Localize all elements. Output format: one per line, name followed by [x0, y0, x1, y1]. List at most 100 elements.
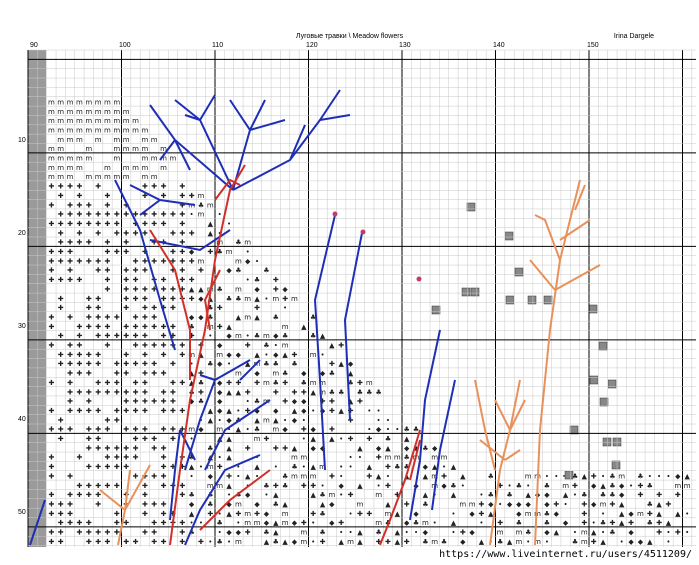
svg-text:✚: ✚ — [86, 370, 92, 378]
svg-text:✚: ✚ — [151, 360, 157, 368]
svg-text:•: • — [208, 538, 212, 546]
svg-text:m: m — [76, 164, 83, 172]
svg-text:✚: ✚ — [329, 398, 335, 406]
svg-text:m: m — [291, 295, 298, 303]
svg-text:•: • — [264, 351, 268, 359]
svg-text:✚: ✚ — [105, 220, 111, 228]
svg-text:✚: ✚ — [48, 248, 54, 256]
svg-text:♣: ♣ — [235, 239, 241, 247]
svg-text:✚: ✚ — [123, 388, 129, 396]
svg-text:✚: ✚ — [114, 332, 120, 340]
svg-text:•: • — [386, 472, 390, 480]
svg-text:✚: ✚ — [114, 519, 120, 527]
svg-text:◆: ◆ — [441, 482, 447, 490]
svg-text:•: • — [620, 538, 624, 546]
svg-text:•: • — [648, 472, 652, 480]
svg-text:✚: ✚ — [67, 183, 73, 191]
svg-text:✚: ✚ — [76, 360, 82, 368]
svg-text:♣: ♣ — [198, 201, 204, 209]
svg-text:✚: ✚ — [245, 342, 251, 350]
svg-text:✚: ✚ — [133, 229, 139, 237]
svg-text:m: m — [104, 173, 111, 181]
svg-text:▲: ▲ — [226, 510, 232, 518]
svg-text:✚: ✚ — [58, 416, 64, 424]
svg-text:•: • — [190, 435, 194, 443]
svg-text:m: m — [67, 155, 74, 163]
svg-text:▲: ▲ — [376, 472, 382, 480]
svg-text:m: m — [459, 500, 466, 508]
svg-text:m: m — [357, 500, 364, 508]
svg-text:✚: ✚ — [95, 426, 101, 434]
svg-text:▲: ▲ — [647, 538, 653, 546]
svg-text:♣: ♣ — [235, 295, 241, 303]
svg-text:✚: ✚ — [179, 183, 185, 191]
svg-text:✚: ✚ — [170, 379, 176, 387]
svg-text:▲: ▲ — [357, 444, 363, 452]
svg-text:◆: ◆ — [488, 500, 494, 508]
svg-text:◆: ◆ — [469, 510, 475, 518]
svg-text:m: m — [469, 500, 476, 508]
svg-text:✚: ✚ — [105, 529, 111, 537]
svg-text:m: m — [385, 454, 392, 462]
svg-text:✚: ✚ — [58, 276, 64, 284]
svg-text:▲: ▲ — [254, 351, 260, 359]
svg-text:▲: ▲ — [357, 529, 363, 537]
svg-text:✚: ✚ — [95, 183, 101, 191]
svg-text:m: m — [95, 108, 102, 116]
svg-text:▲: ▲ — [273, 519, 279, 527]
svg-text:✚: ✚ — [142, 351, 148, 359]
svg-text:▲: ▲ — [423, 472, 429, 480]
svg-text:✚: ✚ — [76, 482, 82, 490]
svg-text:✚: ✚ — [292, 351, 298, 359]
svg-text:✚: ✚ — [254, 510, 260, 518]
svg-text:✚: ✚ — [273, 285, 279, 293]
column-number-120: 120 — [306, 42, 318, 49]
svg-text:✚: ✚ — [179, 379, 185, 387]
svg-text:✚: ✚ — [48, 313, 54, 321]
svg-text:m: m — [272, 295, 279, 303]
svg-text:✚: ✚ — [133, 332, 139, 340]
svg-text:✚: ✚ — [95, 304, 101, 312]
svg-text:✚: ✚ — [114, 379, 120, 387]
svg-text:✚: ✚ — [123, 463, 129, 471]
svg-text:✚: ✚ — [105, 257, 111, 265]
svg-text:✚: ✚ — [581, 519, 587, 527]
svg-text:✚: ✚ — [105, 482, 111, 490]
svg-text:♣: ♣ — [581, 491, 587, 499]
svg-text:m: m — [48, 117, 55, 125]
svg-text:♣: ♣ — [329, 370, 335, 378]
svg-text:▲: ▲ — [208, 295, 214, 303]
svg-text:•: • — [264, 491, 268, 499]
svg-text:✚: ✚ — [217, 323, 223, 331]
svg-text:▲: ▲ — [245, 472, 251, 480]
svg-text:✚: ✚ — [198, 267, 204, 275]
svg-text:◆: ◆ — [348, 360, 354, 368]
svg-text:m: m — [104, 164, 111, 172]
svg-text:•: • — [545, 472, 549, 480]
svg-text:•: • — [190, 360, 194, 368]
svg-text:▲: ▲ — [367, 463, 373, 471]
svg-text:m: m — [272, 426, 279, 434]
svg-text:m: m — [151, 155, 158, 163]
svg-text:◆: ◆ — [282, 285, 288, 293]
svg-text:✚: ✚ — [151, 538, 157, 546]
svg-text:◆: ◆ — [413, 444, 419, 452]
svg-text:✚: ✚ — [282, 379, 288, 387]
svg-text:✚: ✚ — [105, 201, 111, 209]
svg-text:◆: ◆ — [460, 538, 466, 546]
svg-text:♣: ♣ — [329, 388, 335, 396]
svg-text:•: • — [190, 211, 194, 219]
svg-text:✚: ✚ — [76, 454, 82, 462]
svg-text:✚: ✚ — [591, 472, 597, 480]
svg-text:m: m — [132, 164, 139, 172]
svg-text:◆: ◆ — [189, 500, 195, 508]
svg-text:✚: ✚ — [142, 342, 148, 350]
svg-text:m: m — [375, 519, 382, 527]
svg-text:•: • — [685, 529, 689, 537]
svg-text:•: • — [339, 472, 343, 480]
svg-text:✚: ✚ — [48, 426, 54, 434]
svg-text:✚: ✚ — [142, 304, 148, 312]
svg-text:•: • — [433, 519, 437, 527]
checker-stitch-block — [598, 341, 608, 351]
svg-text:◆: ◆ — [226, 332, 232, 340]
